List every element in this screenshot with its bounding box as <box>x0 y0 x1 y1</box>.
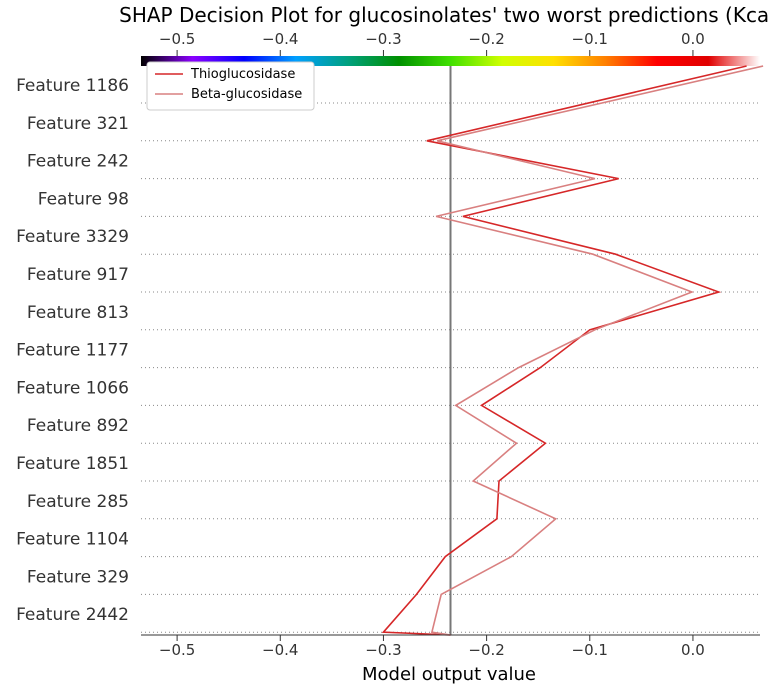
legend-label: Thioglucosidase <box>190 67 295 82</box>
top-tick-label: −0.2 <box>468 30 504 48</box>
feature-label: Feature 329 <box>27 567 129 587</box>
feature-label: Feature 2442 <box>16 605 129 625</box>
bottom-tick-label: −0.2 <box>468 641 504 659</box>
series-line-0 <box>381 65 747 636</box>
feature-label: Feature 892 <box>27 416 129 436</box>
series-lines <box>381 65 764 636</box>
bottom-tick-label: −0.3 <box>365 641 401 659</box>
legend-box <box>146 61 315 111</box>
x-axis-label: Model output value <box>362 664 536 685</box>
top-tick-label: −0.5 <box>159 30 195 48</box>
bottom-tick-label: −0.4 <box>262 641 298 659</box>
bottom-tick-label: 0.0 <box>681 641 705 659</box>
bottom-axis: −0.5 −0.4 −0.3 −0.2 −0.1 0.0 <box>159 635 705 659</box>
feature-label: Feature 813 <box>27 303 129 323</box>
top-tick-label: −0.4 <box>262 30 298 48</box>
feature-label: Feature 321 <box>27 114 129 134</box>
feature-label: Feature 3329 <box>16 227 129 247</box>
feature-label: Feature 917 <box>27 265 129 285</box>
feature-label: Feature 1104 <box>16 530 129 550</box>
legend-label: Beta-glucosidase <box>191 87 302 102</box>
bottom-tick-label: −0.1 <box>572 641 608 659</box>
bottom-tick-label: −0.5 <box>159 641 195 659</box>
feature-labels: Feature 1186 Feature 321 Feature 242 Featur… <box>16 76 129 625</box>
feature-label: Feature 285 <box>27 492 129 512</box>
top-tick-label: 0.0 <box>681 30 705 48</box>
feature-label: Feature 1066 <box>16 378 129 398</box>
top-tick-label: −0.1 <box>572 30 608 48</box>
feature-label: Feature 1851 <box>16 454 129 474</box>
feature-label: Feature 1177 <box>16 341 129 361</box>
top-axis: −0.5 −0.4 −0.3 −0.2 −0.1 0.0 <box>159 30 705 56</box>
series-line-1 <box>430 65 764 636</box>
chart-title: SHAP Decision Plot for glucosinolates' t… <box>119 3 769 27</box>
colorbar <box>141 56 760 66</box>
feature-label: Feature 1186 <box>16 76 129 96</box>
feature-label: Feature 98 <box>38 189 129 209</box>
legend: Thioglucosidase Beta-glucosidase <box>146 61 315 111</box>
feature-label: Feature 242 <box>27 152 129 172</box>
top-tick-label: −0.3 <box>365 30 401 48</box>
